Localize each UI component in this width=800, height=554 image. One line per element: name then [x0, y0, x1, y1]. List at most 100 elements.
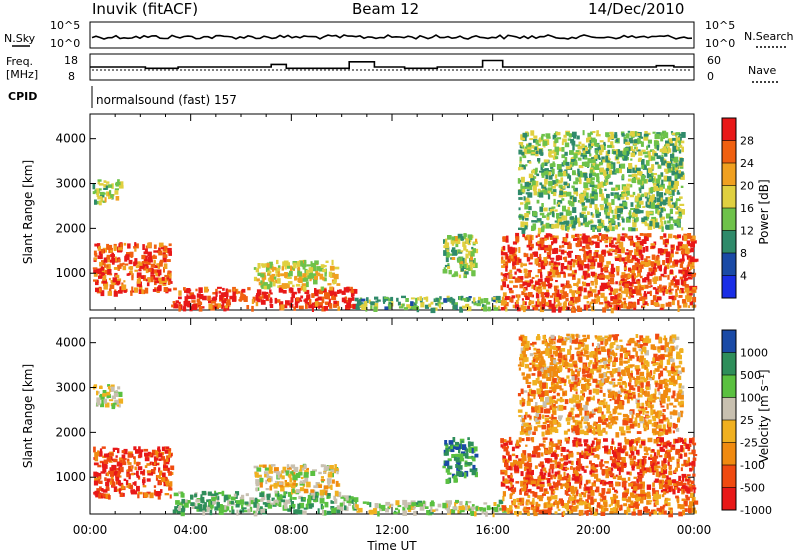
data-cell	[168, 485, 171, 489]
data-cell	[584, 251, 589, 256]
data-cell	[609, 222, 612, 226]
data-cell	[633, 139, 638, 144]
data-cell	[623, 288, 629, 294]
data-cell	[577, 157, 582, 161]
data-cell	[530, 243, 534, 249]
data-cell	[471, 448, 474, 454]
data-cell	[682, 275, 687, 278]
data-cell	[621, 477, 626, 482]
data-cell	[677, 190, 680, 195]
data-cell	[458, 471, 464, 477]
data-cell	[317, 296, 323, 301]
data-cell	[557, 464, 560, 468]
data-cell	[518, 215, 522, 218]
data-cell	[443, 250, 447, 256]
data-cell	[611, 263, 614, 270]
data-cell	[96, 268, 99, 275]
data-cell	[356, 504, 359, 510]
data-cell	[393, 511, 398, 515]
data-cell	[127, 458, 130, 461]
data-cell	[539, 481, 545, 485]
data-cell	[579, 248, 584, 251]
data-cell	[621, 272, 626, 276]
data-cell	[521, 487, 524, 492]
data-cell	[556, 262, 561, 266]
data-cell	[102, 275, 107, 281]
data-cell	[689, 285, 694, 292]
data-cell	[443, 298, 448, 303]
data-cell	[560, 453, 563, 457]
data-cell	[506, 235, 509, 240]
data-cell	[615, 187, 618, 191]
data-cell	[669, 288, 674, 291]
data-cell	[512, 260, 517, 266]
data-cell	[604, 283, 607, 287]
data-cell	[668, 233, 673, 239]
data-cell	[660, 132, 663, 138]
data-cell	[444, 443, 448, 446]
data-cell	[553, 474, 557, 480]
data-cell	[519, 164, 524, 167]
data-cell	[652, 263, 657, 266]
data-cell	[394, 510, 397, 513]
data-cell	[678, 248, 684, 251]
data-cell	[350, 290, 354, 294]
data-cell	[542, 162, 545, 168]
data-cell	[618, 256, 622, 262]
data-cell	[635, 195, 639, 202]
data-cell	[634, 446, 637, 452]
data-cell	[548, 468, 551, 475]
data-cell	[605, 466, 609, 469]
data-cell	[651, 206, 657, 209]
colorbar-segment	[722, 163, 736, 186]
data-cell	[446, 295, 450, 298]
sky-right-tick-top: 10^5	[705, 19, 735, 32]
data-cell	[589, 486, 593, 491]
data-cell	[498, 499, 504, 504]
power-plot-frame	[89, 113, 695, 311]
data-cell	[242, 507, 247, 510]
data-cell	[411, 304, 414, 310]
data-cell	[445, 249, 449, 253]
data-cell	[111, 280, 116, 285]
data-cell	[548, 441, 553, 446]
data-cell	[572, 473, 576, 478]
data-cell	[589, 184, 595, 187]
data-cell	[629, 194, 635, 198]
data-cell	[565, 215, 568, 221]
data-cell	[599, 461, 603, 467]
data-cell	[650, 454, 653, 459]
data-cell	[642, 278, 647, 283]
data-cell	[175, 500, 180, 505]
data-cell	[292, 474, 297, 481]
data-cell	[296, 297, 300, 302]
data-cell	[412, 507, 416, 510]
data-cell	[632, 221, 637, 228]
data-cell	[639, 188, 642, 193]
data-cell	[690, 243, 695, 248]
data-cell	[153, 244, 157, 249]
data-cell	[486, 301, 491, 305]
data-cell	[452, 304, 458, 310]
data-cell	[560, 283, 565, 288]
data-cell	[635, 235, 639, 238]
data-cell	[114, 188, 119, 191]
data-cell	[604, 180, 608, 183]
data-cell	[287, 265, 291, 269]
data-cell	[503, 273, 508, 279]
data-cell	[107, 291, 112, 296]
data-cell	[551, 168, 555, 175]
data-cell	[262, 464, 267, 468]
data-cell	[346, 286, 350, 293]
data-cell	[146, 463, 151, 466]
data-cell	[543, 472, 547, 476]
data-cell	[551, 211, 555, 217]
data-cell	[555, 255, 560, 261]
data-cell	[578, 175, 582, 181]
data-cell	[481, 510, 485, 515]
data-cell	[130, 490, 134, 495]
data-cell	[643, 293, 648, 297]
data-cell	[435, 297, 439, 302]
data-cell	[153, 250, 158, 253]
data-cell	[664, 241, 668, 248]
